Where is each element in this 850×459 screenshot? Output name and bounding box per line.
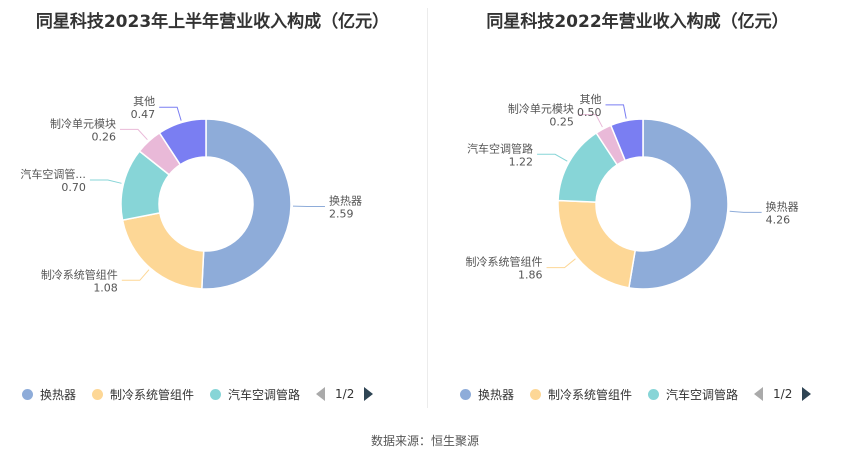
legend-label: 汽车空调管路 xyxy=(666,387,739,402)
label-leader-line xyxy=(89,179,122,184)
legend-page-indicator: 1/2 xyxy=(335,387,355,401)
chart-panel-2022: 同星科技2022年营业收入构成（亿元） 换热器 4.26 制冷系统管组件 1.86 汽车… xyxy=(425,0,850,410)
chart-legend: 换热器 制冷系统管组件 汽车空调管路 1/2 xyxy=(460,384,812,404)
slice-name-label: 汽车空调管... xyxy=(20,167,86,181)
slice-value-label: 0.25 xyxy=(549,116,574,129)
label-leader-line xyxy=(119,128,148,141)
label-leader-line xyxy=(546,258,576,269)
slice-name-label: 换热器 xyxy=(329,193,362,207)
label-leader-line xyxy=(537,153,568,162)
legend-item[interactable]: 换热器 xyxy=(460,386,514,403)
label-leader-line xyxy=(159,106,182,121)
legend-pager: 1/2 xyxy=(316,387,374,401)
legend-page-indicator: 1/2 xyxy=(773,387,793,401)
legend-dot-icon xyxy=(22,388,33,400)
data-source-note: 数据来源：恒生聚源 xyxy=(370,434,479,448)
slice-name-label: 换热器 xyxy=(766,199,799,213)
legend-label: 制冷系统管组件 xyxy=(548,387,633,402)
slice-name-label: 汽车空调管路 xyxy=(467,141,533,155)
slice-value-label: 0.70 xyxy=(61,181,86,194)
donut-slice[interactable] xyxy=(628,118,729,290)
slice-name-label: 制冷单元模块 xyxy=(508,103,574,116)
legend-item[interactable]: 制冷系统管组件 xyxy=(92,386,194,403)
legend-dot-icon xyxy=(210,388,222,400)
legend-dot-icon xyxy=(530,388,542,400)
prev-page-icon[interactable] xyxy=(754,387,764,401)
prev-page-icon[interactable] xyxy=(316,387,326,401)
slice-value-label: 1.22 xyxy=(509,155,534,168)
donut-slice[interactable] xyxy=(201,118,292,290)
slice-value-label: 0.47 xyxy=(131,108,156,121)
label-leader-line xyxy=(121,269,150,281)
slice-name-label: 其他 xyxy=(133,95,155,108)
slice-value-label: 2.59 xyxy=(329,207,354,220)
legend-item[interactable]: 换热器 xyxy=(22,386,76,403)
slice-value-label: 0.50 xyxy=(577,106,602,119)
legend-label: 换热器 xyxy=(40,387,77,402)
panel-divider xyxy=(427,8,428,408)
legend-pager: 1/2 xyxy=(754,387,812,401)
slice-value-label: 0.26 xyxy=(91,130,116,143)
legend-label: 汽车空调管路 xyxy=(228,387,301,402)
legend-label: 制冷系统管组件 xyxy=(110,387,195,402)
slice-value-label: 1.86 xyxy=(518,269,543,282)
donut-slice[interactable] xyxy=(158,118,207,166)
label-leader-line xyxy=(605,104,627,119)
donut-slice[interactable] xyxy=(557,199,637,289)
slice-value-label: 4.26 xyxy=(766,213,791,226)
slice-value-label: 1.08 xyxy=(93,281,118,294)
label-leader-line xyxy=(577,114,603,128)
legend-item[interactable]: 汽车空调管路 xyxy=(210,386,300,403)
donut-slice[interactable] xyxy=(121,212,205,290)
label-leader-line xyxy=(729,210,762,213)
next-page-icon[interactable] xyxy=(364,387,374,401)
slice-name-label: 其他 xyxy=(580,93,602,106)
legend-item[interactable]: 制冷系统管组件 xyxy=(530,386,632,403)
legend-dot-icon xyxy=(648,388,660,400)
slice-name-label: 制冷单元模块 xyxy=(50,117,116,130)
legend-dot-icon xyxy=(460,388,471,400)
next-page-icon[interactable] xyxy=(802,387,812,401)
legend-dot-icon xyxy=(92,388,104,400)
donut-slice[interactable] xyxy=(609,118,644,162)
chart-panel-2023h1: 同星科技2023年上半年营业收入构成（亿元） 换热器 2.59 制冷系统管组件 1.0… xyxy=(0,0,425,410)
slice-name-label: 制冷系统管组件 xyxy=(466,255,543,269)
chart-title: 同星科技2022年营业收入构成（亿元） xyxy=(486,12,789,32)
chart-legend: 换热器 制冷系统管组件 汽车空调管路 1/2 xyxy=(22,384,374,404)
legend-item[interactable]: 汽车空调管路 xyxy=(648,386,738,403)
slice-name-label: 制冷系统管组件 xyxy=(41,267,118,281)
chart-title: 同星科技2023年上半年营业收入构成（亿元） xyxy=(35,12,390,32)
legend-label: 换热器 xyxy=(478,387,515,402)
